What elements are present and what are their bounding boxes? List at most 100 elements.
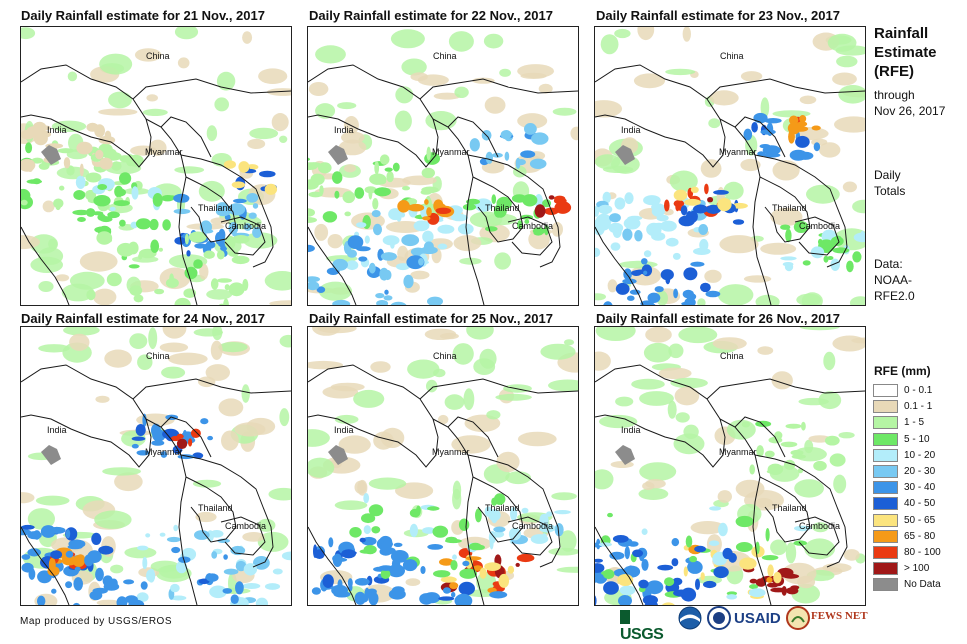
- rainfall-patch: [315, 45, 346, 63]
- rainfall-patch: [727, 420, 756, 440]
- rainfall-patch: [269, 488, 292, 501]
- rainfall-patch: [726, 594, 737, 599]
- rainfall-patch: [645, 479, 666, 488]
- map-panel: China India Myanmar Thailand Cambodia: [20, 326, 292, 606]
- rainfall-patch: [132, 444, 139, 449]
- country-border: [308, 365, 438, 467]
- rainfall-patch: [384, 290, 388, 295]
- rainfall-patch: [673, 253, 681, 260]
- rainfall-patch: [374, 161, 379, 174]
- rainfall-patch: [69, 334, 89, 351]
- rainfall-patch: [797, 576, 815, 588]
- rainfall-patch: [829, 438, 836, 445]
- rainfall-patch: [242, 279, 248, 291]
- rainfall-patch: [402, 186, 410, 190]
- label-india: India: [621, 125, 641, 135]
- legend-label: 0.1 - 1: [904, 400, 932, 413]
- rainfall-patch: [598, 205, 612, 214]
- rainfall-map-svg: [308, 27, 578, 305]
- rainfall-patch: [522, 194, 537, 206]
- rainfall-patch: [369, 174, 386, 185]
- rainfall-patch: [360, 538, 366, 543]
- usgs-logo-text: USGS: [620, 626, 663, 643]
- legend-swatch: [873, 465, 898, 478]
- rainfall-patch: [173, 525, 178, 531]
- rainfall-patch: [183, 430, 187, 439]
- rainfall-patch: [188, 438, 192, 446]
- rainfall-patch: [675, 387, 700, 406]
- rainfall-patch: [424, 199, 429, 205]
- rainfall-patch: [717, 198, 731, 211]
- rainfall-patch: [625, 546, 630, 559]
- rainfall-patch: [601, 34, 619, 54]
- rainfall-patch: [453, 481, 461, 500]
- rainfall-patch: [50, 550, 62, 559]
- rainfall-patch: [765, 451, 775, 458]
- rainfall-patch: [684, 566, 688, 576]
- rainfall-patch: [706, 291, 721, 298]
- rainfall-patch: [129, 333, 147, 349]
- label-cambodia: Cambodia: [225, 221, 266, 231]
- rainfall-patch: [194, 530, 210, 540]
- rainfall-patch: [129, 264, 140, 268]
- rainfall-patch: [214, 97, 229, 111]
- rainfall-patch: [803, 260, 811, 265]
- rainfall-patch: [595, 154, 620, 169]
- rainfall-patch: [486, 152, 493, 164]
- rainfall-patch: [433, 526, 449, 538]
- rainfall-patch: [638, 580, 648, 589]
- legend-label: 20 - 30: [904, 465, 935, 478]
- rainfall-map-svg: [21, 327, 291, 605]
- rainfall-patch: [162, 219, 171, 230]
- rainfall-patch: [132, 437, 146, 441]
- label-thailand: Thailand: [772, 503, 807, 513]
- rainfall-patch: [86, 290, 95, 301]
- rainfall-patch: [312, 327, 340, 336]
- rainfall-patch: [797, 121, 807, 126]
- rainfall-patch: [378, 565, 394, 571]
- rainfall-patch: [151, 440, 164, 446]
- panel-title-22: Daily Rainfall estimate for 22 Nov., 201…: [309, 8, 553, 23]
- rainfall-patch: [210, 530, 224, 538]
- rainfall-patch: [265, 583, 280, 590]
- sidebar-title-line1: Rainfall: [874, 24, 937, 43]
- daily-line2: Totals: [874, 183, 905, 199]
- rainfall-patch: [436, 208, 452, 214]
- rainfall-patch: [535, 204, 546, 217]
- rainfall-patch: [570, 127, 578, 141]
- rainfall-patch: [489, 591, 507, 598]
- rainfall-patch: [328, 234, 343, 248]
- rainfall-patch: [830, 453, 846, 466]
- rainfall-patch: [416, 506, 421, 516]
- rainfall-patch: [766, 577, 772, 583]
- rainfall-patch: [832, 73, 857, 86]
- rainfall-patch: [312, 587, 321, 594]
- rainfall-patch: [258, 68, 287, 84]
- rainfall-patch: [516, 563, 520, 567]
- rainfall-patch: [843, 182, 857, 193]
- rainfall-patch: [356, 222, 366, 228]
- map-panel: China India Myanmar Thailand Cambodia: [20, 26, 292, 306]
- rainfall-patch: [110, 565, 123, 574]
- label-china: China: [433, 51, 457, 61]
- rainfall-patch: [852, 251, 861, 262]
- rainfall-patch: [119, 172, 131, 184]
- rainfall-patch: [427, 544, 443, 550]
- rainfall-patch: [713, 566, 728, 578]
- rainfall-patch: [141, 581, 148, 590]
- rainfall-patch: [58, 148, 74, 153]
- rainfall-patch: [486, 410, 500, 419]
- rainfall-patch: [683, 425, 698, 439]
- rainfall-patch: [73, 190, 85, 200]
- rainfall-patch: [673, 289, 678, 299]
- rainfall-patch: [408, 204, 424, 212]
- rainfall-patch: [554, 510, 571, 514]
- rainfall-patch: [76, 176, 86, 189]
- rainfall-patch: [644, 250, 651, 257]
- legend-label: > 100: [904, 562, 929, 575]
- fewsnet-icon: [786, 606, 810, 630]
- rainfall-patch: [309, 82, 329, 96]
- label-myanmar: Myanmar: [145, 447, 183, 457]
- legend-swatch: [873, 449, 898, 462]
- label-myanmar: Myanmar: [432, 447, 470, 457]
